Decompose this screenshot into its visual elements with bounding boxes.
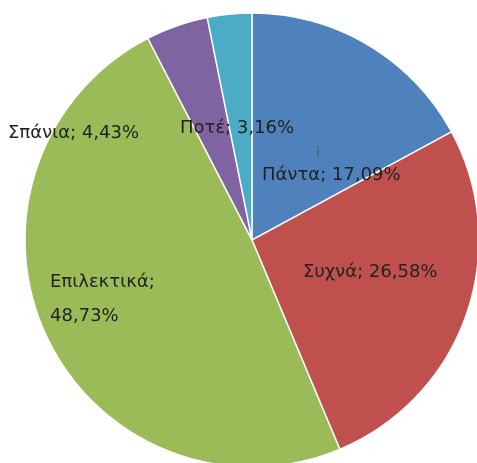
pie-slice [251, 12, 453, 242]
data-label: Συχνά; 26,58% [303, 261, 438, 282]
data-label: Πάντα; 17,09% [262, 164, 401, 185]
pie-slice [24, 37, 341, 463]
pie-slice [251, 130, 477, 451]
label-line: Επιλεκτικά; [50, 271, 155, 292]
pie [24, 12, 477, 463]
data-label: Σπάνια; 4,43% [8, 122, 139, 143]
label-line: 48,73% [50, 305, 119, 326]
data-label: Επιλεκτικά; 48,73% [50, 271, 155, 326]
labels: Πάντα; 17,09% Συχνά; 26,58% Επιλεκτικά; 48,… [8, 117, 438, 326]
data-label: Ποτέ; 3,16% [180, 117, 294, 138]
pie-slice [206, 12, 253, 241]
